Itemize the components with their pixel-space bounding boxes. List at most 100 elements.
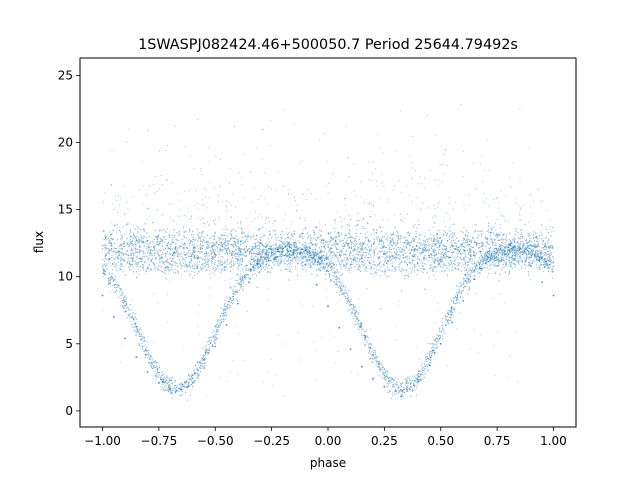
- data-point: [510, 245, 512, 247]
- data-point: [325, 256, 327, 258]
- data-point: [146, 248, 148, 250]
- data-point: [372, 264, 374, 266]
- data-point: [114, 279, 116, 281]
- data-point: [480, 250, 482, 253]
- data-point: [139, 261, 141, 263]
- data-point: [517, 246, 519, 248]
- data-point: [443, 264, 445, 266]
- data-point: [436, 334, 438, 336]
- data-point: [426, 271, 428, 273]
- data-point: [485, 238, 487, 240]
- data-point: [254, 266, 256, 268]
- data-point: [170, 379, 172, 381]
- data-point: [476, 236, 479, 239]
- data-point: [379, 262, 381, 264]
- data-point: [177, 256, 179, 258]
- data-point: [125, 300, 127, 302]
- data-point: [166, 228, 168, 230]
- data-point: [481, 267, 483, 269]
- data-point: [343, 295, 345, 297]
- data-point: [471, 262, 473, 264]
- data-point: [229, 302, 232, 304]
- data-point: [286, 236, 289, 239]
- data-point: [446, 267, 448, 269]
- data-point: [400, 268, 403, 270]
- data-point: [340, 250, 342, 252]
- data-point: [134, 237, 137, 239]
- data-point: [504, 266, 506, 268]
- data-point: [545, 262, 548, 264]
- data-point: [193, 275, 195, 277]
- data-point: [299, 248, 301, 250]
- data-point: [390, 252, 392, 254]
- data-point: [116, 267, 118, 269]
- data-point: [432, 270, 434, 273]
- data-point: [179, 253, 181, 256]
- data-point: [281, 252, 284, 254]
- data-point: [411, 268, 414, 270]
- data-point: [419, 233, 422, 236]
- data-point: [378, 243, 380, 245]
- data-point: [142, 237, 144, 240]
- data-point: [488, 243, 490, 246]
- data-point: [133, 326, 135, 328]
- data-point: [288, 241, 291, 243]
- data-point: [467, 245, 469, 247]
- data-point: [304, 247, 306, 249]
- data-point: [328, 240, 330, 242]
- data-point: [200, 268, 202, 271]
- data-point: [479, 266, 482, 268]
- data-point: [112, 264, 114, 266]
- data-point: [218, 262, 220, 265]
- data-point: [263, 248, 265, 251]
- data-point: [156, 241, 158, 243]
- data-point: [182, 244, 185, 246]
- data-point: [378, 360, 380, 363]
- data-point: [158, 374, 160, 376]
- data-point: [176, 265, 179, 267]
- data-point: [245, 255, 247, 258]
- data-point: [537, 255, 540, 258]
- data-point: [463, 238, 465, 240]
- data-point: [464, 255, 466, 258]
- data-point: [346, 243, 348, 245]
- data-point: [456, 257, 458, 259]
- data-point: [340, 232, 342, 235]
- data-point: [213, 268, 215, 270]
- data-point: [337, 270, 339, 272]
- data-point: [260, 248, 262, 251]
- data-point: [237, 240, 239, 243]
- data-point: [529, 263, 531, 265]
- data-point: [135, 334, 137, 336]
- data-point: [445, 318, 447, 320]
- data-point: [295, 243, 298, 245]
- data-point: [496, 255, 498, 258]
- data-point: [401, 261, 403, 263]
- data-point: [238, 245, 240, 247]
- data-point: [407, 376, 409, 378]
- data-point: [268, 241, 270, 243]
- data-point: [426, 241, 429, 243]
- data-point: [475, 244, 478, 247]
- data-point: [441, 261, 443, 263]
- data-point: [455, 242, 457, 245]
- data-point: [349, 254, 351, 256]
- data-point: [436, 242, 438, 244]
- data-point: [197, 247, 200, 249]
- data-point: [129, 262, 131, 264]
- data-point: [106, 253, 108, 255]
- data-point: [194, 239, 197, 241]
- data-point: [259, 250, 261, 253]
- data-point: [365, 266, 368, 268]
- data-point: [169, 257, 172, 259]
- data-point: [252, 246, 255, 248]
- data-point: [162, 248, 164, 251]
- data-point: [466, 265, 468, 267]
- data-point: [400, 395, 402, 398]
- data-point: [421, 270, 423, 272]
- data-point: [402, 246, 404, 248]
- data-point: [480, 242, 482, 244]
- data-point: [469, 274, 471, 276]
- data-point: [155, 236, 157, 238]
- data-point: [519, 257, 521, 259]
